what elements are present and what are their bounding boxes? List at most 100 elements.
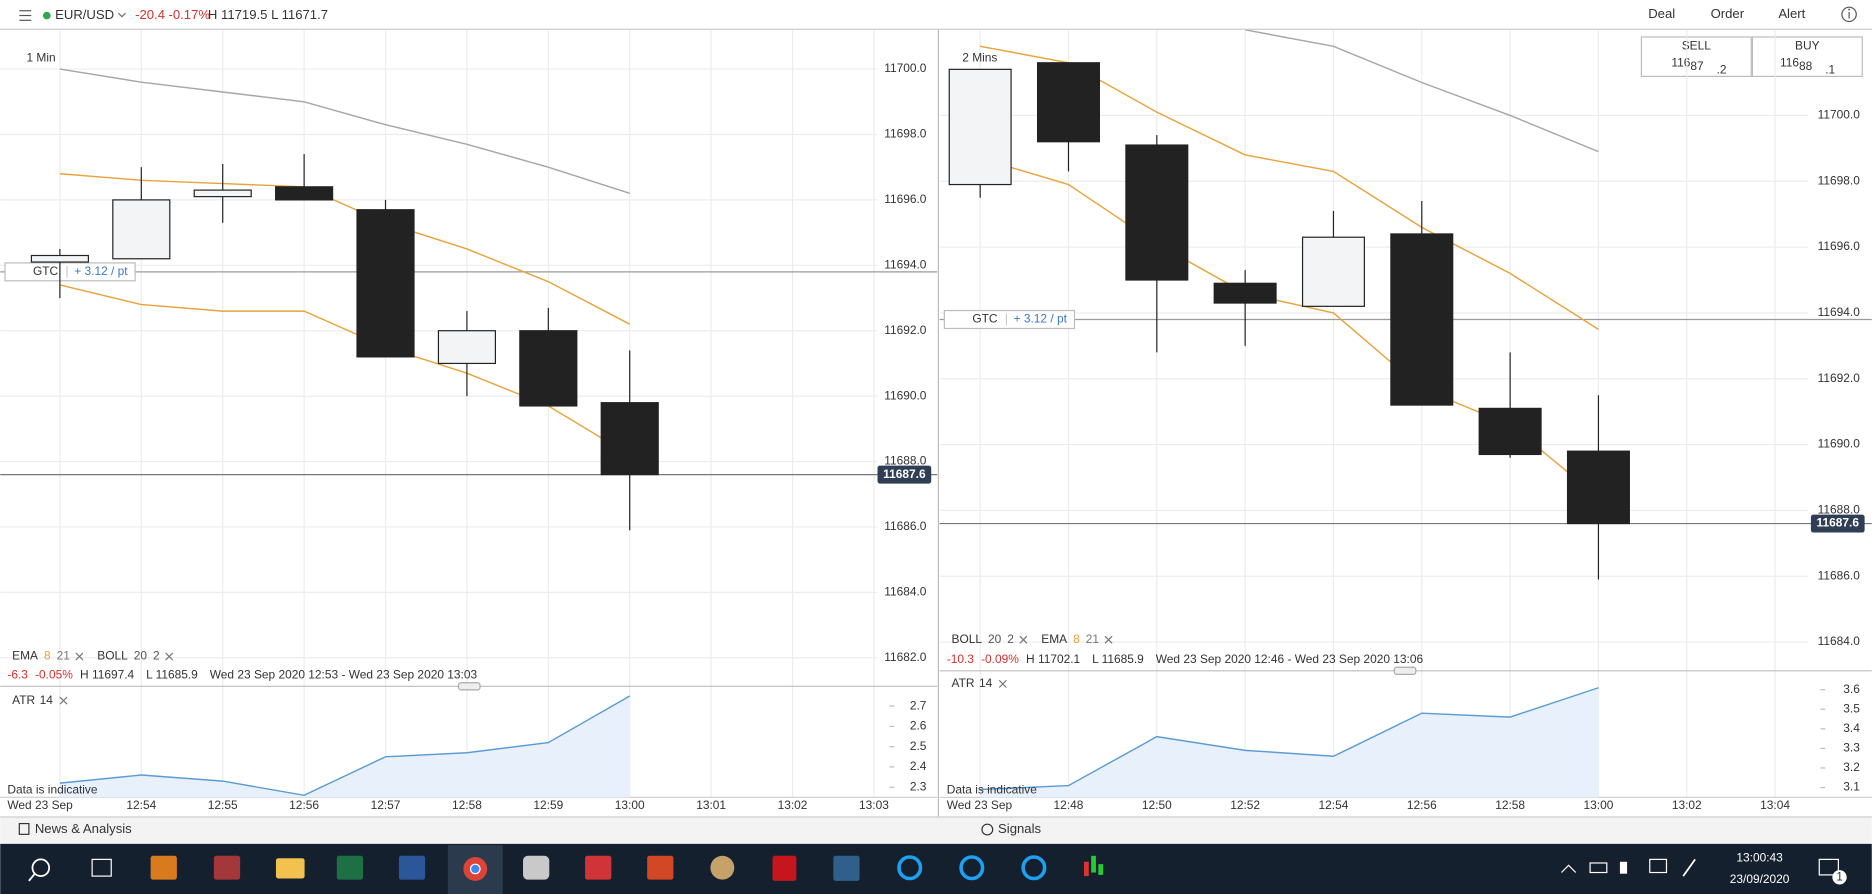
indicator-param: 20	[988, 632, 1002, 646]
info-icon[interactable]	[1841, 6, 1857, 23]
tray-speaker[interactable]	[1619, 861, 1628, 874]
app-outlook[interactable]	[150, 855, 177, 880]
tray-chevron[interactable]	[1561, 864, 1577, 873]
y-tick-label: 11682.0	[884, 650, 927, 664]
range-stat: -6.3	[7, 668, 28, 682]
order-tag: GTC + 3.12 / pt	[4, 262, 136, 282]
y-tick-label: 11688.0	[1818, 503, 1861, 517]
atr-tick-label: 3.2	[1843, 760, 1860, 774]
remove-indicator[interactable]	[165, 652, 174, 661]
remove-indicator[interactable]	[998, 679, 1007, 688]
app-snip[interactable]	[523, 855, 550, 880]
remove-indicator[interactable]	[1019, 635, 1028, 644]
resize-handle[interactable]	[1393, 666, 1417, 675]
range-stat: Wed 23 Sep 2020 12:46 - Wed 23 Sep 2020 …	[1156, 652, 1424, 666]
atr-tick-label: 3.5	[1843, 701, 1860, 715]
order-tag-box	[943, 309, 1076, 330]
app-ie[interactable]	[1021, 855, 1047, 881]
notification-icon[interactable]	[1818, 858, 1839, 876]
y-tick-label: 11690.0	[884, 388, 927, 402]
app-explorer[interactable]	[275, 858, 305, 879]
atr-tick-label: 3.3	[1843, 741, 1860, 755]
signals-icon[interactable]	[981, 823, 994, 836]
tray-network[interactable]	[1649, 858, 1668, 874]
symbol[interactable]: EUR/USD	[55, 7, 114, 22]
indicator-param: 20	[134, 649, 148, 663]
range-stat: -0.05%	[35, 668, 73, 682]
x-tick-label: 13:00	[615, 798, 645, 812]
y-tick-label: 11698.0	[884, 127, 927, 141]
sell-button[interactable]	[1640, 36, 1752, 77]
app-paint[interactable]	[710, 855, 735, 880]
x-tick-label: 12:59	[533, 798, 563, 812]
y-tick-label: 11700.0	[884, 61, 927, 75]
candle-body	[519, 330, 578, 407]
buy-prefix: 116	[1780, 55, 1799, 69]
range-stat: H 11697.4	[80, 668, 135, 682]
app-trading[interactable]	[1084, 855, 1104, 877]
y-tick-label: 11694.0	[884, 257, 927, 271]
app-other[interactable]	[585, 855, 612, 880]
last-price-label: 11687.6	[1817, 516, 1860, 530]
remove-indicator[interactable]	[1104, 635, 1113, 644]
search-icon[interactable]	[31, 858, 51, 877]
app-powerpoint[interactable]	[647, 855, 674, 880]
indicator-name: BOLL	[952, 632, 983, 646]
app-excel[interactable]	[336, 855, 364, 880]
app-ie[interactable]	[959, 855, 985, 881]
indicator-param: 2	[153, 649, 160, 663]
date-label: Wed 23 Sep	[7, 798, 73, 812]
app-word[interactable]	[398, 855, 426, 880]
chevron[interactable]	[117, 12, 126, 18]
app-ie[interactable]	[897, 855, 923, 881]
app-m[interactable]	[833, 855, 860, 881]
news-icon[interactable]	[18, 822, 30, 835]
tray-pen[interactable]	[1682, 858, 1696, 877]
taskview-icon[interactable]	[91, 858, 112, 877]
interval-label[interactable]: 1 Min	[26, 51, 55, 65]
search-icon	[28, 873, 36, 882]
sell-big: 87	[1690, 59, 1704, 73]
range-stat: L 11685.9	[1092, 652, 1144, 666]
remove-indicator[interactable]	[59, 696, 68, 705]
atr-tick-label: 3.6	[1843, 682, 1860, 696]
footer-bar	[0, 817, 1872, 844]
y-tick-label: 11692.0	[1818, 371, 1861, 385]
indicator-param: 8	[1073, 632, 1080, 646]
tray-battery[interactable]	[1589, 862, 1608, 874]
app-access[interactable]	[213, 855, 241, 880]
buy-button[interactable]	[1751, 36, 1863, 77]
candle-body	[112, 199, 171, 260]
last-price-tag	[1810, 514, 1865, 533]
news-tab[interactable]: News & Analysis	[35, 821, 132, 836]
interval-label[interactable]: 2 Mins	[962, 51, 997, 65]
clock-time[interactable]: 13:00:43	[1736, 850, 1783, 864]
menu-order[interactable]: Order	[1711, 6, 1745, 21]
x-tick-label: 12:54	[1319, 798, 1349, 812]
menu-icon[interactable]	[19, 10, 32, 21]
indicator-param: 8	[44, 649, 51, 663]
x-tick-label: 12:58	[1495, 798, 1525, 812]
signals-tab[interactable]: Signals	[998, 821, 1041, 836]
x-tick-label: 12:58	[452, 798, 482, 812]
menu-alert[interactable]: Alert	[1778, 6, 1805, 21]
x-tick-label: 12:55	[208, 798, 238, 812]
last-price-label: 11687.6	[883, 467, 926, 481]
y-tick-label: 11694.0	[1818, 305, 1861, 319]
range-stat: -0.09%	[981, 652, 1019, 666]
candle-body	[275, 186, 334, 201]
day-high: H 11719.5	[208, 7, 268, 22]
clock-date[interactable]: 23/09/2020	[1730, 872, 1790, 886]
top-bar	[0, 0, 1872, 29]
indicator-param: 21	[1086, 632, 1100, 646]
atr-tick-label: 2.5	[910, 739, 927, 753]
remove-indicator[interactable]	[75, 652, 84, 661]
menu-deal[interactable]: Deal	[1648, 6, 1675, 21]
app-acrobat[interactable]	[772, 855, 797, 881]
range-stat: H 11702.1	[1026, 652, 1081, 666]
atr-tick-label: 2.4	[910, 759, 927, 773]
resize-handle[interactable]	[457, 682, 481, 691]
candle-body	[1213, 282, 1277, 304]
date-label: Wed 23 Sep	[947, 798, 1013, 812]
